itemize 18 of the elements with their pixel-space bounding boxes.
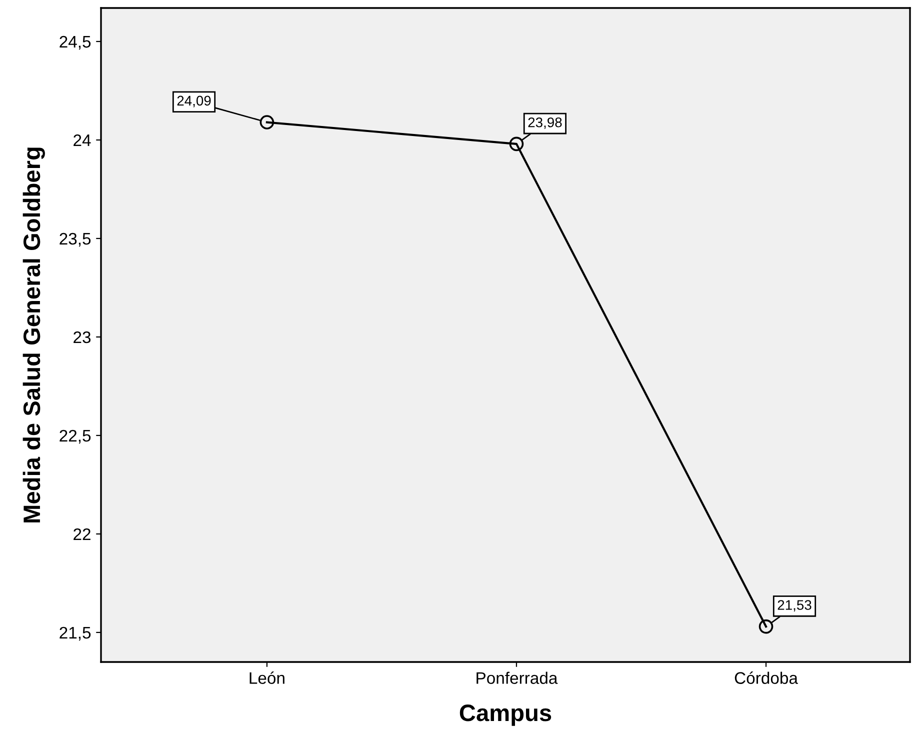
data-label: 23,98 xyxy=(528,117,562,129)
point xyxy=(509,136,524,152)
y-tick-label: 24 xyxy=(74,134,91,146)
x-tick-label: Ponferrada xyxy=(476,672,558,684)
y-tick-label: 24,5 xyxy=(60,36,91,50)
y-tick-label: 21,5 xyxy=(60,626,91,641)
data-label: 24,09 xyxy=(177,96,211,108)
x-axis-title: Campus xyxy=(460,704,552,726)
y-axis-title: Media de Salud General Goldberg xyxy=(22,148,45,522)
y-tick-label: 22 xyxy=(74,528,90,540)
point xyxy=(260,115,274,130)
y-tick-label: 22,5 xyxy=(60,430,91,444)
x-tick-label: Córdoba xyxy=(734,672,798,684)
y-tick-label: 23 xyxy=(74,331,91,344)
x-tick-label: León xyxy=(250,672,284,684)
y-tick-label: 23,5 xyxy=(60,232,91,247)
point xyxy=(758,619,774,634)
data-label: 21,53 xyxy=(778,600,812,612)
